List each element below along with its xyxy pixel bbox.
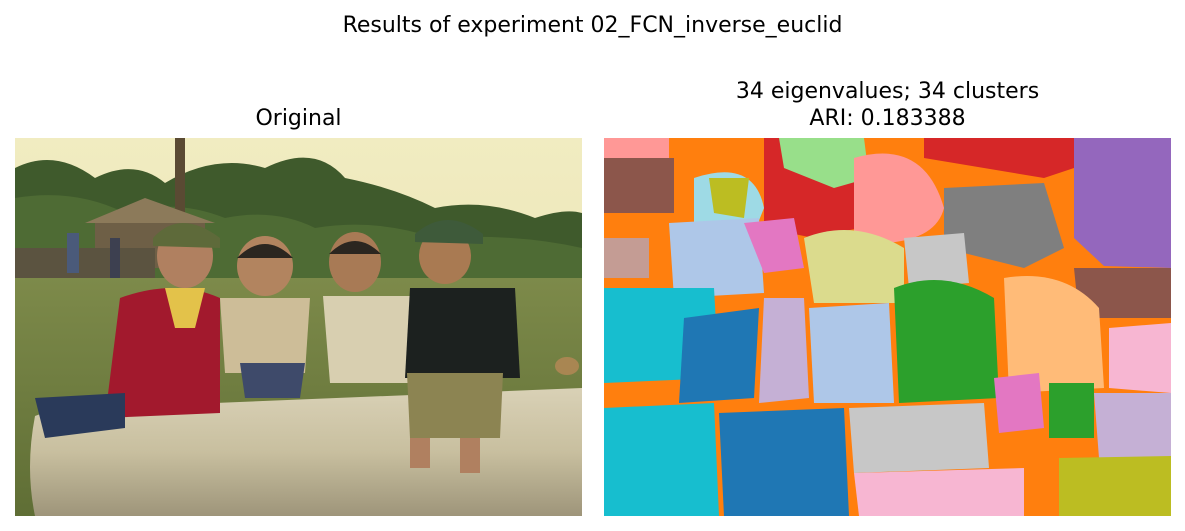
- original-image: [15, 138, 582, 516]
- figure-suptitle: Results of experiment 02_FCN_inverse_euc…: [342, 13, 843, 38]
- segmentation-title-line-2: ARI: 0.183388: [809, 106, 966, 131]
- segmentation-image: [604, 138, 1171, 516]
- segmentation-panel-title: 34 eigenvalues; 34 clusters ARI: 0.18338…: [604, 78, 1171, 132]
- original-title-line: Original: [255, 106, 342, 131]
- original-panel-title: Original: [15, 105, 582, 132]
- segmentation-title-line-1: 34 eigenvalues; 34 clusters: [735, 79, 1040, 104]
